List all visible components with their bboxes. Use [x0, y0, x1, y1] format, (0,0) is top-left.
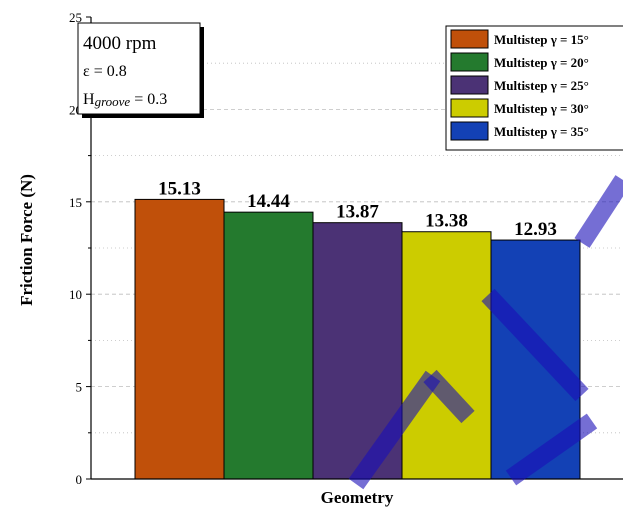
watermark-stroke [348, 370, 441, 490]
y-axis-title: Friction Force (N) [17, 174, 36, 306]
operating-conditions-box: 4000 rpm ε = 0.8 Hgroove = 0.3 [77, 22, 204, 118]
watermark-stroke [574, 175, 623, 248]
x-axis-title: Geometry [321, 488, 394, 507]
groove-height-text: Hgroove = 0.3 [83, 91, 167, 109]
watermark-stroke [505, 413, 598, 486]
conditions-box-frame [77, 22, 201, 115]
bar-value-label: 14.44 [247, 191, 290, 212]
groove-symbol: H [83, 91, 95, 108]
bars [134, 198, 581, 480]
y-tick-label: 25 [69, 10, 82, 25]
legend-swatch [450, 52, 489, 72]
bar [134, 198, 225, 480]
legend-label: Multistep γ = 35° [494, 124, 589, 139]
y-tick-label: 15 [69, 195, 82, 210]
legend-swatch [450, 98, 489, 118]
groove-subscript: groove [95, 94, 131, 109]
legend-label: Multistep γ = 25° [494, 78, 589, 93]
y-tick-label: 0 [76, 472, 83, 487]
bar-value-labels: 15.13 14.44 13.87 13.38 12.93 [158, 178, 557, 240]
watermark [348, 175, 623, 490]
legend-label: Multistep γ = 30° [494, 101, 589, 116]
legend-swatch [450, 29, 489, 49]
bar [401, 231, 492, 480]
watermark-stroke [423, 369, 475, 424]
legend-label: Multistep γ = 20° [494, 55, 589, 70]
legend: Multistep γ = 15° Multistep γ = 20° Multis… [445, 25, 623, 151]
bar-value-label: 13.38 [425, 211, 468, 232]
bar-value-label: 15.13 [158, 178, 201, 199]
eccentricity-text: ε = 0.8 [83, 63, 127, 80]
legend-swatch [450, 121, 489, 141]
legend-label: Multistep γ = 15° [494, 32, 589, 47]
bar [223, 211, 314, 480]
bar-value-label: 13.87 [336, 202, 379, 223]
groove-value: = 0.3 [130, 91, 167, 108]
bar-value-label: 12.93 [514, 219, 557, 240]
y-tick-label: 5 [76, 380, 83, 395]
speed-text: 4000 rpm [83, 33, 157, 54]
y-tick-label: 10 [69, 287, 82, 302]
legend-swatch [450, 75, 489, 95]
watermark-stroke [481, 288, 589, 402]
